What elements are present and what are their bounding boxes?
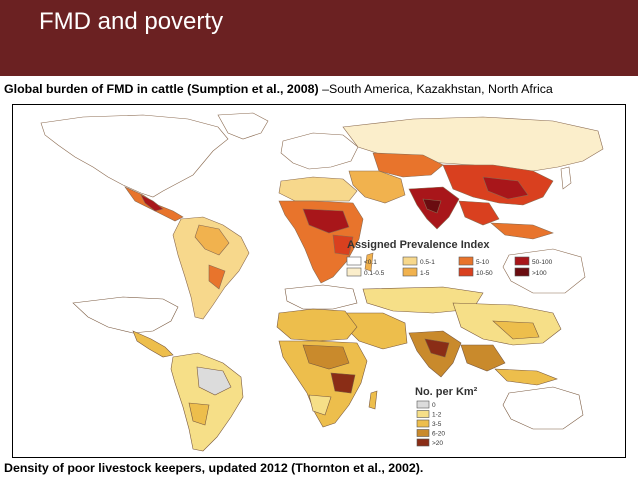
prevalence-legend-item-swatch (514, 256, 530, 266)
title-bar (0, 0, 638, 76)
prevalence-legend-item-label: 50-100 (532, 259, 553, 266)
density-legend-item-label: 6-20 (432, 431, 445, 438)
prevalence-legend-item-swatch (514, 267, 530, 277)
prevalence-legend-item-swatch (346, 256, 362, 266)
prevalence-legend-item-swatch (402, 256, 418, 266)
prevalence-legend-item-swatch (458, 256, 474, 266)
density-legend-item-label: >20 (432, 440, 443, 447)
density-legend-item-label: 3-5 (432, 421, 442, 428)
bottom-map-caption: Density of poor livestock keepers, updat… (4, 461, 423, 475)
slide-title: FMD and poverty (39, 8, 224, 35)
prevalence-legend-item-label: 0.1-0.5 (364, 270, 385, 277)
fmd-prevalence-map (40, 112, 604, 320)
density-legend-item-swatch (416, 429, 430, 437)
prevalence-legend: Assigned Prevalence Index <0.1 0.1-0.5 0.5… (346, 239, 553, 277)
top-caption-source: Global burden of FMD in cattle (Sumption… (4, 82, 319, 96)
top-caption-regions: –South America, Kazakhstan, North Africa (318, 82, 553, 96)
prevalence-legend-item-swatch (402, 267, 418, 277)
density-legend-item-label: 1-2 (432, 412, 442, 419)
density-legend-item-label: 0 (432, 402, 436, 409)
prevalence-legend-item-label: 5-10 (476, 259, 489, 266)
prevalence-legend-item-swatch (346, 267, 362, 277)
maps-frame: Assigned Prevalence Index <0.1 0.1-0.5 0.5… (12, 104, 626, 458)
top-map-caption: Global burden of FMD in cattle (Sumption… (4, 82, 553, 96)
density-legend-item-swatch (416, 419, 430, 428)
density-legend-item-swatch (416, 410, 430, 418)
density-legend-item-swatch (416, 438, 430, 447)
prevalence-legend-item-label: 10-50 (476, 270, 493, 277)
prevalence-legend-item-label: 0.5-1 (420, 259, 435, 266)
bottom-caption-source: Density of poor livestock keepers, updat… (4, 461, 424, 475)
poor-livestock-keepers-map (72, 284, 584, 452)
prevalence-legend-item-label: 1-5 (420, 270, 430, 277)
prevalence-legend-item-label: <0.1 (364, 259, 377, 266)
prevalence-legend-title: Assigned Prevalence Index (347, 239, 490, 251)
density-legend: No. per Km² 0 1-2 3-5 6-20 >20 (415, 386, 478, 447)
density-legend-item-swatch (416, 400, 430, 409)
prevalence-legend-item-swatch (458, 267, 474, 277)
prevalence-legend-item-label: >100 (532, 270, 547, 277)
density-legend-title: No. per Km² (415, 386, 478, 398)
